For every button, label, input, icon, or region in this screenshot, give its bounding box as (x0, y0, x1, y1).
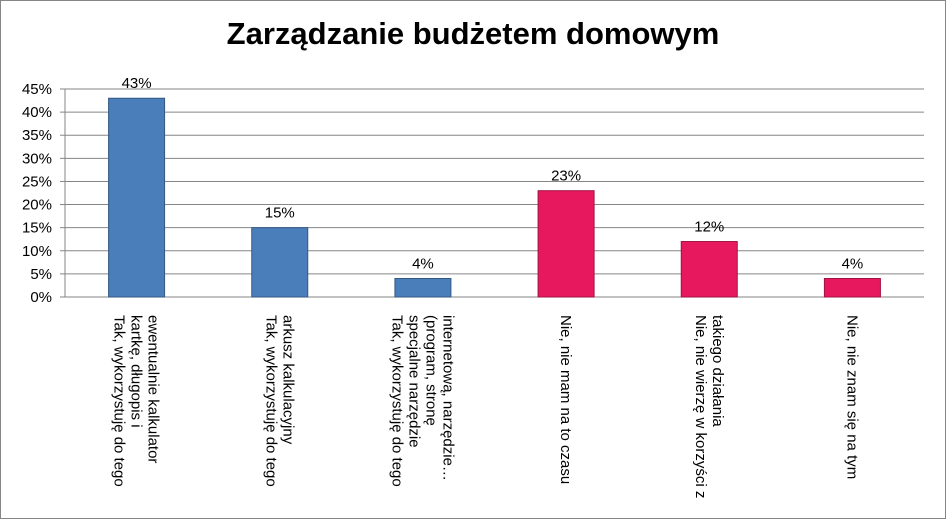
x-tick-label: Tak, wykorzystuję do tegokartkę, długopi… (111, 315, 162, 487)
x-tick-label: Nie, nie mam na to czasu (557, 315, 574, 484)
x-tick-label: Tak, wykorzystuję do tegospecjalne narzę… (388, 315, 456, 487)
bar (823, 278, 881, 298)
y-tick-label: 20% (22, 197, 52, 214)
y-tick-label: 35% (22, 127, 52, 144)
data-label: 23% (551, 168, 581, 185)
data-label: 4% (412, 256, 434, 273)
bar (537, 190, 595, 298)
chart-title: Zarządzanie budżetem domowym (227, 16, 720, 51)
y-tick-label: 45% (22, 81, 52, 98)
bar (680, 241, 738, 298)
x-tick-label: Tak, wykorzystuję do tegoarkusz kalkulac… (262, 315, 296, 487)
bar (108, 97, 166, 298)
y-tick-label: 10% (22, 243, 52, 260)
y-tick-label: 15% (22, 220, 52, 237)
y-tick-label: 30% (22, 150, 52, 167)
x-tick-label: Nie, nie wierzę w korzyści ztakiego dzia… (692, 315, 726, 498)
y-tick-label: 0% (30, 289, 52, 306)
bar (394, 278, 452, 298)
x-tick-label: Nie, nie znam się na tym (843, 315, 860, 479)
data-label: 4% (842, 256, 864, 273)
bar (251, 227, 309, 298)
y-tick-label: 25% (22, 173, 52, 190)
data-label: 12% (694, 219, 724, 236)
y-tick-label: 40% (22, 104, 52, 121)
data-label: 43% (122, 75, 152, 92)
data-label: 15% (265, 205, 295, 222)
y-tick-label: 5% (30, 266, 52, 283)
